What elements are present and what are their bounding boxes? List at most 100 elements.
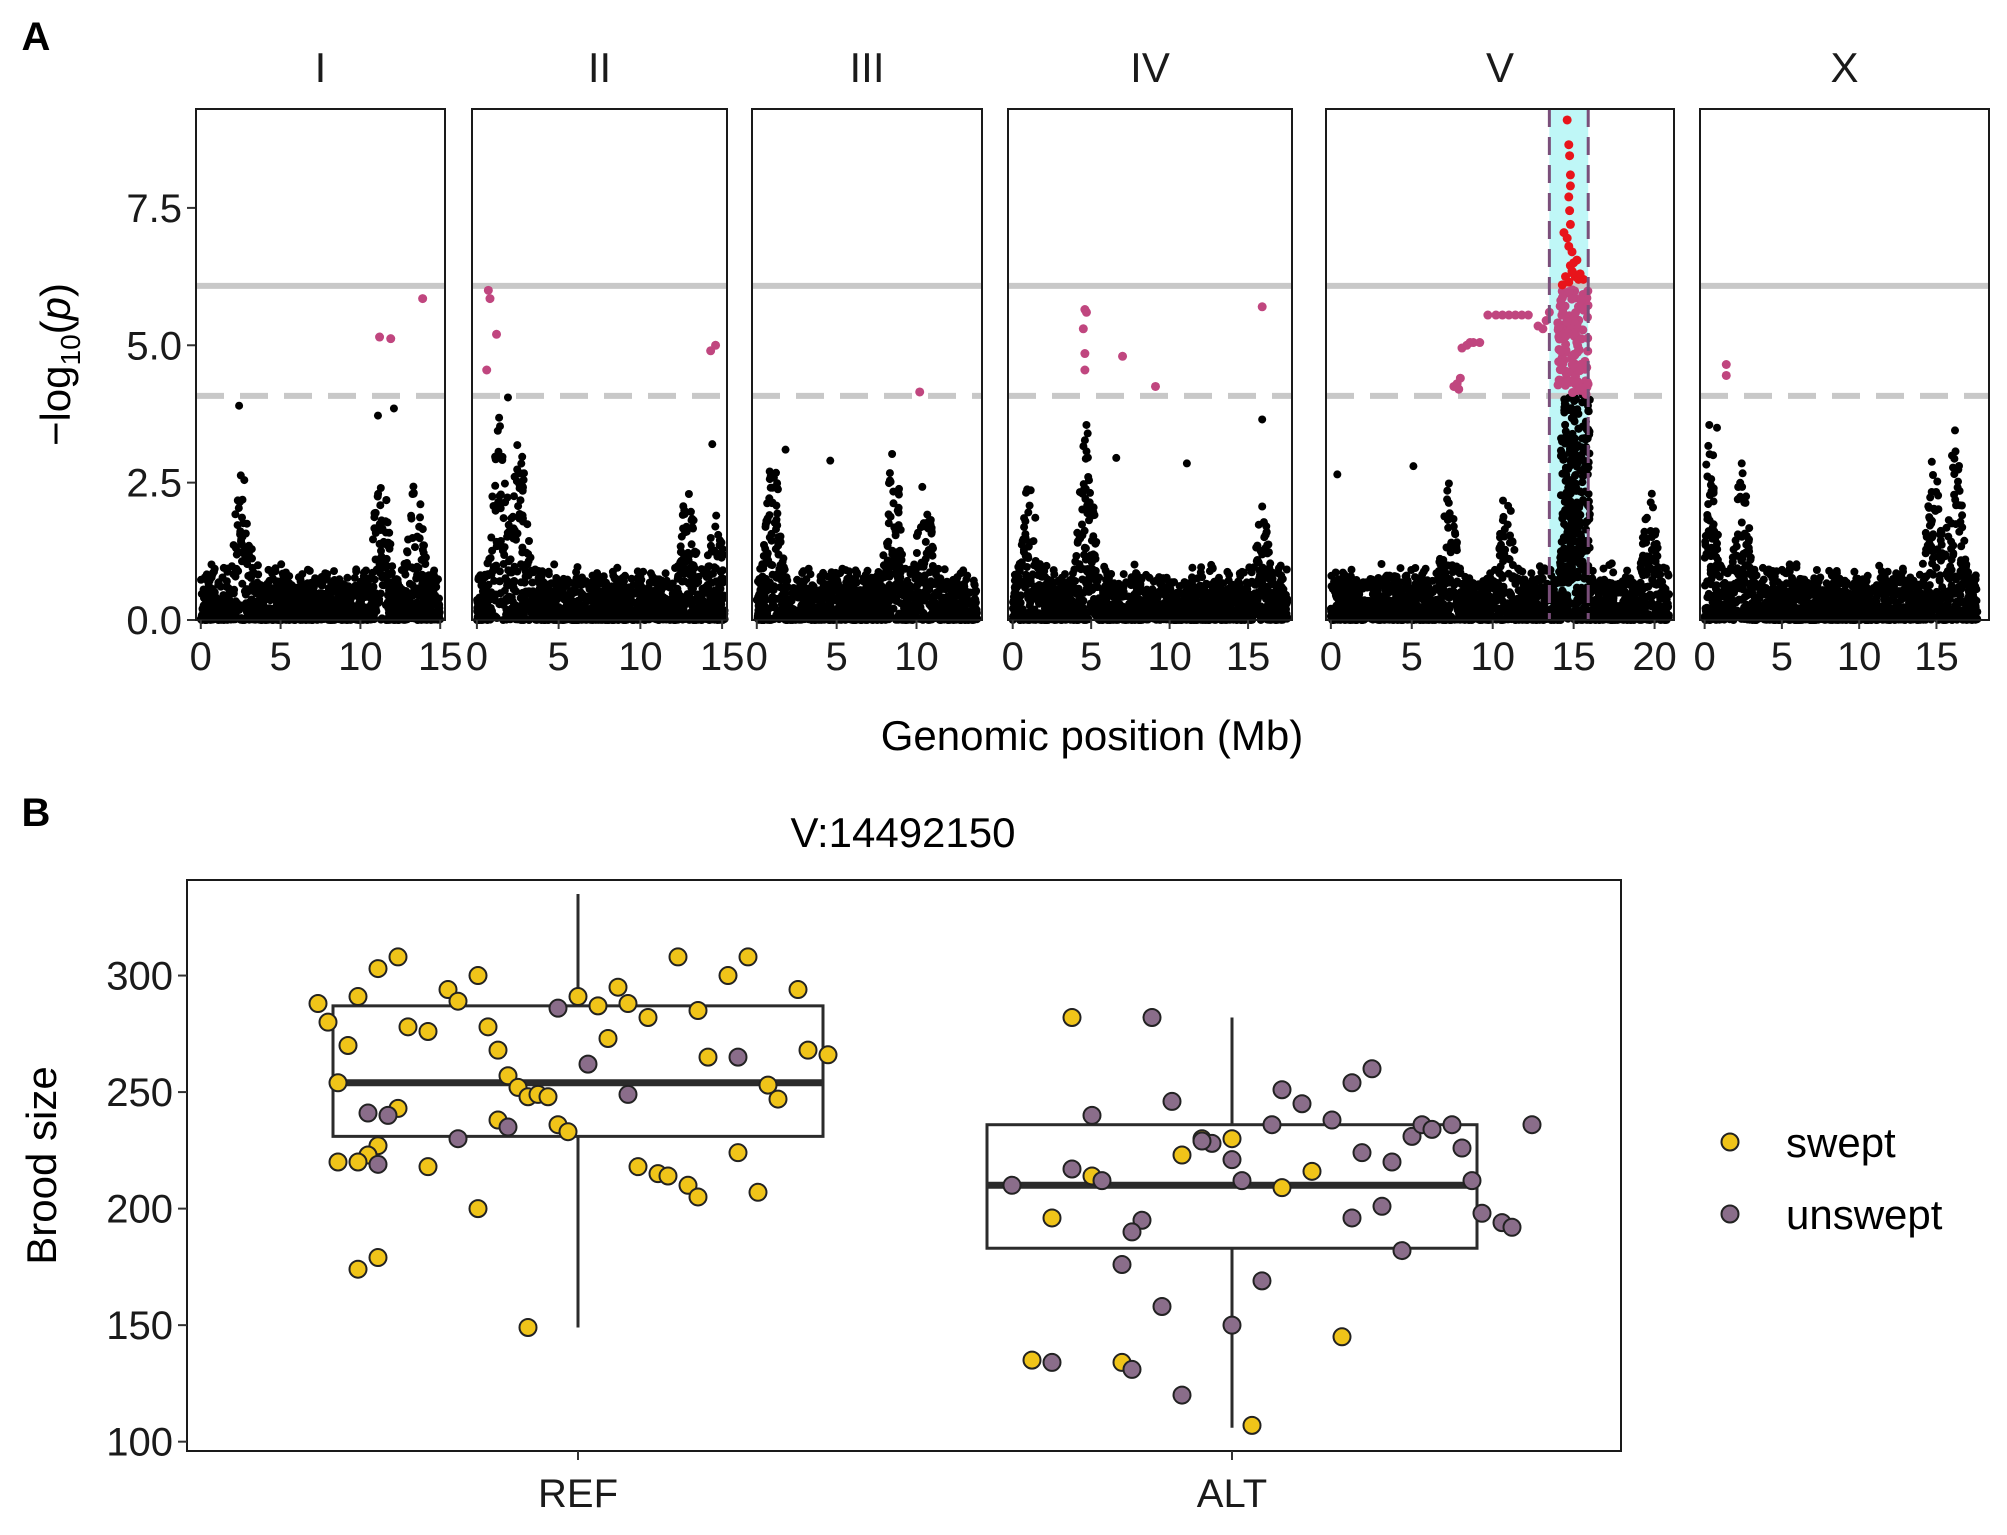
snp-point (514, 612, 523, 621)
snp-point (300, 586, 309, 595)
snp-point (421, 553, 430, 562)
snp-point (866, 597, 875, 606)
snp-point (281, 594, 290, 603)
snp-point (573, 563, 582, 572)
snp-point (1080, 543, 1089, 552)
snp-point (780, 588, 789, 597)
snp-point (515, 514, 524, 523)
snp-point (498, 456, 507, 464)
snp-point (937, 584, 945, 593)
snp-point (214, 580, 223, 589)
snp-point (893, 506, 902, 515)
snp-point (492, 561, 501, 570)
snp-point (930, 607, 939, 616)
snp-point (409, 482, 418, 491)
snp-point (319, 576, 328, 585)
snp-point (894, 489, 903, 498)
snp-point (430, 566, 439, 575)
snp-point (381, 528, 390, 537)
suggestive-point (386, 334, 396, 344)
snp-point (1258, 502, 1267, 511)
snp-point (897, 556, 906, 564)
snp-point (356, 577, 365, 586)
snp-point (770, 518, 779, 527)
snp-point (576, 614, 585, 623)
snp-point (920, 559, 929, 568)
snp-point (306, 604, 315, 613)
snp-point (940, 565, 949, 574)
snp-point (495, 492, 504, 501)
snp-point (862, 589, 871, 597)
snp-point (834, 607, 843, 616)
snp-point (399, 587, 408, 596)
snp-point (199, 585, 208, 594)
snp-point (343, 573, 352, 582)
snp-point (824, 572, 833, 581)
snp-point (710, 563, 719, 572)
snp-point (802, 575, 811, 584)
snp-point (378, 573, 387, 582)
snp-point (403, 606, 412, 615)
snp-point (485, 555, 494, 564)
snp-point (378, 614, 386, 623)
snp-point (373, 411, 382, 420)
snp-point (416, 513, 424, 522)
snp-point (299, 594, 308, 603)
snp-point (661, 569, 670, 578)
snp-point (550, 560, 559, 569)
snp-point (690, 564, 699, 572)
snp-point (435, 614, 443, 623)
snp-points (473, 393, 729, 624)
snp-point (873, 603, 882, 612)
snp-point (287, 581, 296, 590)
snp-point (230, 571, 239, 580)
y-tick-label: 7.5 (126, 187, 182, 231)
snp-point (938, 607, 947, 616)
snp-point (800, 611, 809, 620)
snp-point (322, 590, 330, 599)
snp-point (305, 566, 314, 575)
panel-label-a: A (22, 15, 51, 59)
snp-point (768, 498, 777, 507)
y-axis-title: −log10(p) (32, 283, 86, 446)
snp-point (613, 563, 622, 572)
snp-point (248, 563, 257, 572)
snp-point (561, 614, 570, 623)
snp-point (245, 597, 254, 606)
snp-point (972, 587, 980, 596)
snp-point (225, 600, 234, 609)
snp-point (384, 542, 393, 550)
snp-point (242, 586, 251, 595)
snp-point (864, 605, 873, 614)
snp-point (206, 600, 215, 609)
snp-point (353, 585, 362, 594)
snp-points (752, 445, 982, 624)
snp-point (601, 606, 610, 615)
snp-point (704, 572, 713, 581)
snp-point (1119, 570, 1128, 579)
snp-point (638, 598, 647, 607)
snp-point (404, 535, 413, 544)
snp-point (772, 572, 781, 581)
snp-point (782, 573, 791, 582)
snp-point (914, 528, 922, 537)
snp-point (773, 483, 782, 492)
snp-point (818, 610, 827, 619)
snp-point (918, 482, 927, 491)
snp-point (826, 600, 835, 609)
snp-point (233, 521, 242, 530)
snp-point (776, 607, 785, 616)
snp-point (580, 604, 589, 613)
snp-point (487, 533, 496, 542)
snp-point (316, 612, 325, 621)
snp-point (879, 587, 888, 596)
facet-label: IV (1130, 44, 1170, 91)
snp-point (891, 580, 900, 589)
snp-point (290, 590, 299, 599)
snp-point (578, 590, 587, 599)
snp-point (334, 590, 342, 599)
snp-point (235, 401, 244, 410)
snp-point (382, 561, 391, 570)
snp-point (370, 513, 379, 522)
